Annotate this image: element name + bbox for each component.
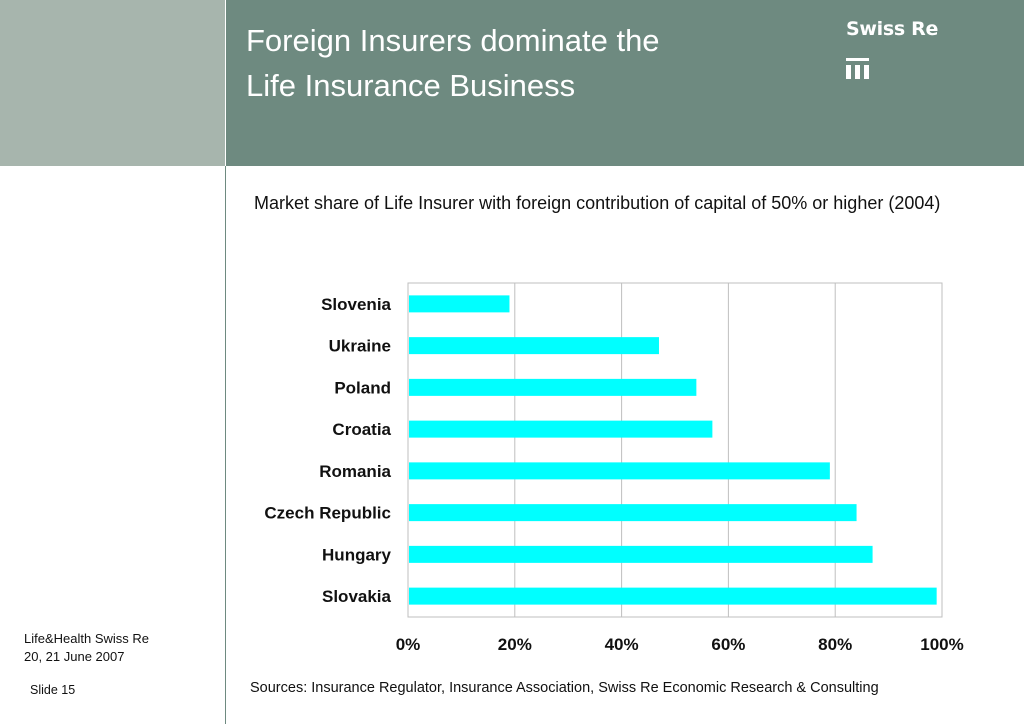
bar-hungary bbox=[409, 545, 873, 563]
category-label: Poland bbox=[334, 378, 391, 397]
x-tick-label: 60% bbox=[711, 635, 745, 654]
vertical-divider bbox=[225, 166, 226, 724]
bar-slovenia bbox=[409, 295, 510, 313]
x-tick-label: 80% bbox=[818, 635, 852, 654]
bar-romania bbox=[409, 462, 830, 480]
x-tick-label: 20% bbox=[498, 635, 532, 654]
slide-title: Foreign Insurers dominate the Life Insur… bbox=[246, 18, 806, 108]
category-label: Croatia bbox=[332, 420, 391, 439]
footer-line-1: Life&Health Swiss Re bbox=[24, 631, 149, 646]
footer-line-2: 20, 21 June 2007 bbox=[24, 649, 125, 664]
slide-number: Slide 15 bbox=[30, 683, 76, 697]
chart-title: Market share of Life Insurer with foreig… bbox=[254, 193, 941, 213]
bar-croatia bbox=[409, 420, 713, 438]
x-tick-label: 40% bbox=[605, 635, 639, 654]
category-label: Czech Republic bbox=[264, 504, 391, 523]
bar-ukraine bbox=[409, 337, 659, 355]
bar-slovakia bbox=[409, 587, 937, 605]
footer-info: Life&Health Swiss Re 20, 21 June 2007 bbox=[24, 630, 149, 666]
category-label: Slovenia bbox=[321, 295, 391, 314]
bar-czech-republic bbox=[409, 504, 857, 522]
x-tick-label: 0% bbox=[396, 635, 421, 654]
swiss-re-logo-text: Swiss Re bbox=[846, 18, 939, 40]
bar-chart: 0% 20% 40% 60% 80% 100% Slovenia Ukraine Poland C… bbox=[264, 282, 964, 654]
slide-title-line-2: Life Insurance Business bbox=[246, 68, 576, 103]
category-label: Ukraine bbox=[329, 337, 391, 356]
category-label: Hungary bbox=[322, 545, 392, 564]
left-header-block bbox=[0, 0, 225, 166]
header-bar bbox=[226, 0, 1024, 166]
slide-title-line-1: Foreign Insurers dominate the bbox=[246, 23, 660, 58]
swiss-re-logo-icon bbox=[846, 58, 869, 79]
sources-note: Sources: Insurance Regulator, Insurance … bbox=[250, 680, 879, 696]
bar-poland bbox=[409, 378, 697, 396]
category-label: Romania bbox=[319, 462, 391, 481]
plot-area-frame bbox=[407, 282, 943, 618]
category-label: Slovakia bbox=[322, 587, 392, 606]
x-tick-label: 100% bbox=[920, 635, 963, 654]
